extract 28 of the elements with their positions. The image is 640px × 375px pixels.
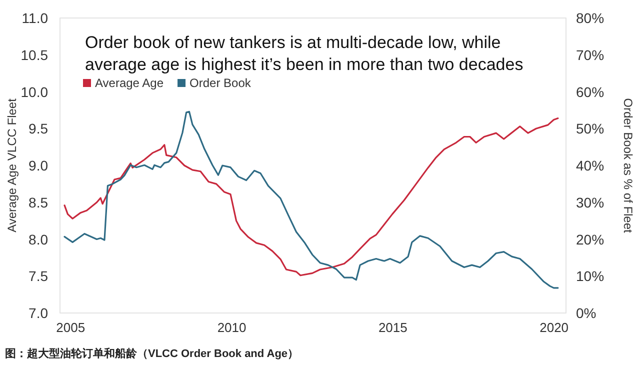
legend-label: Order Book — [190, 76, 252, 90]
y2-tick-label: 50% — [576, 120, 604, 137]
y-tick-label: 8.0 — [28, 231, 48, 248]
y2-tick-label: 30% — [576, 194, 604, 210]
y2-tick-label: 10% — [576, 268, 604, 284]
x-tick-label: 2020 — [540, 320, 569, 335]
y-tick-label: 7.0 — [28, 305, 48, 321]
y-tick-label: 10.5 — [20, 46, 48, 63]
y-tick-label: 7.5 — [28, 268, 48, 284]
y2-tick-label: 0% — [576, 305, 596, 321]
y-tick-label: 8.5 — [28, 194, 48, 210]
text: 图：超大型油轮订单和船龄（VLCC Order Book and Age） — [5, 347, 299, 360]
y-tick-label: 9.5 — [28, 120, 48, 137]
x-tick-label: 2005 — [56, 320, 86, 335]
y2-tick-label: 60% — [576, 84, 604, 100]
y-tick-label: 10.0 — [20, 84, 48, 100]
text: Order book of new tankers is at multi-decade low, while average age is highest it’s been in more than two decades — [85, 33, 524, 74]
y2-axis-title: Order Book as % of Fleet — [621, 98, 635, 234]
y-tick-label: 9.0 — [28, 158, 48, 174]
x-tick-label: 2010 — [217, 320, 246, 335]
y2-tick-label: 20% — [576, 231, 604, 248]
y-tick-label: 11.0 — [22, 10, 48, 26]
y2-tick-label: 40% — [576, 158, 604, 174]
y-axis-title: Average Age VLCC Fleet — [5, 98, 19, 232]
legend-label: Average Age — [95, 76, 164, 90]
y2-tick-label: 70% — [576, 46, 604, 63]
x-tick-label: 2015 — [378, 320, 408, 335]
y2-tick-label: 80% — [576, 10, 604, 26]
